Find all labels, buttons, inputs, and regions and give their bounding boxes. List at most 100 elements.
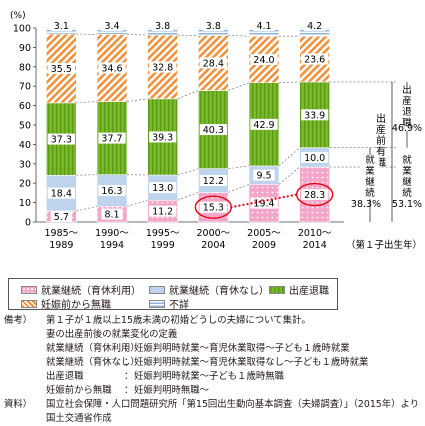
y-tick-label: 50 (19, 121, 31, 132)
notes: 備考） 第１子が１歳以上15歳未満の初婚どうしの夫婦について集計。 妻の出産前後… (4, 314, 422, 426)
y-tick-label: 20 (19, 179, 31, 190)
connector-line (127, 200, 148, 206)
connector-line (279, 167, 300, 184)
annotation-keizoku-inner: 就業継続 (365, 154, 375, 199)
value-label: 3.8 (155, 21, 170, 32)
value-label: 3.1 (54, 21, 69, 32)
legend-label: 就業継続（育休なし） (169, 282, 269, 297)
definition-term: 就業継続（育休利用） (4, 342, 124, 356)
definition-term: 妊娠前から無職 (4, 384, 124, 398)
connector-line (279, 82, 300, 83)
legend-label: 出産退職 (289, 282, 329, 297)
value-label: 37.3 (51, 135, 72, 146)
definition-row: 就業継続（育休利用） ： 妊娠判明時就業〜育児休業取得〜子ども１歳時就業 (4, 342, 422, 356)
annotation-keizoku-outer-value: 53.1% (392, 199, 422, 210)
value-label: 10.0 (304, 153, 325, 164)
definition-row: 妊娠前から無職 ： 妊娠判明時無職〜 (4, 384, 422, 398)
value-label: 11.2 (152, 207, 173, 218)
value-label: 4.1 (256, 21, 271, 32)
x-tick-label: 1985〜 (44, 228, 78, 239)
legend-label: 不詳 (169, 296, 189, 311)
value-label: 9.5 (256, 171, 271, 182)
bikou-text-1: 第１子が１歳以上15歳未満の初婚どうしの夫婦について集計。 (46, 314, 311, 328)
x-tick-label: 2000〜 (196, 228, 230, 239)
x-tick-label: 2004 (201, 240, 225, 251)
connector-line (178, 90, 199, 98)
x-tick-label: 1994 (100, 240, 124, 251)
value-label: 24.0 (253, 55, 274, 66)
legend-item: 就業継続（育休なし） (149, 282, 269, 297)
x-tick-label: 2005〜 (247, 228, 281, 239)
x-tick-label: 2014 (303, 240, 327, 251)
x-axis-label: （第１子出生年） (346, 239, 422, 251)
connector-line (127, 99, 148, 102)
value-label: 37.7 (101, 134, 122, 145)
value-label: 5.7 (54, 212, 69, 223)
note-row: 資料） 国立社会保障・人口問題研究所「第15回出生動向基本調査（夫婦調査）」（2… (4, 398, 422, 412)
value-label: 16.3 (101, 186, 122, 197)
connector-line (76, 175, 97, 176)
value-label: 33.9 (304, 110, 325, 121)
definition-colon: ： (124, 356, 134, 370)
y-tick-label: 10 (19, 198, 31, 209)
legend-item: 出産退職 (269, 282, 329, 297)
x-tick-label: 1990〜 (95, 228, 129, 239)
x-tick-label: 1989 (49, 240, 73, 251)
shiryo-label: 資料） (4, 398, 46, 412)
connector-line (76, 206, 97, 211)
connector-line (127, 34, 148, 35)
legend-item: 就業継続（育休利用） (21, 282, 141, 297)
note-row: 備考） 第１子が１歳以上15歳未満の初婚どうしの夫婦について集計。 (4, 314, 422, 328)
value-label: 32.8 (152, 62, 173, 73)
legend-label: 妊娠前から無職 (41, 296, 111, 311)
connector-line (228, 35, 249, 36)
value-label: 28.3 (304, 190, 325, 201)
value-label: 23.6 (304, 55, 325, 66)
y-tick-label: 70 (19, 82, 31, 93)
shiryo-text-2: 国土交通省作成 (4, 412, 422, 426)
definition-desc: 妊娠判明時就業〜子ども１歳時無職 (134, 370, 284, 384)
legend-item: 妊娠前から無職 (21, 296, 111, 311)
value-label: 3.8 (206, 21, 221, 32)
y-tick-label: 100 (13, 24, 31, 35)
legend-swatch-diagonal (21, 300, 37, 308)
value-label: 34.6 (101, 63, 122, 74)
definition-desc: 妊娠判明時就業〜育児休業取得〜子ども１歳時就業 (134, 342, 350, 356)
x-tick-label: 2010〜 (298, 228, 332, 239)
value-label: 39.3 (152, 132, 173, 143)
value-label: 15.3 (203, 203, 224, 214)
definition-row: 就業継続（育休なし） ： 妊娠判明時就業〜育児休業取得なし〜子ども１歳時就業 (4, 356, 422, 370)
bikou-text-2: 妻の出産前後の就業変化の定義 (4, 328, 422, 342)
connector-line (178, 192, 199, 200)
definition-colon: ： (124, 384, 134, 398)
y-unit-label: (%) (10, 11, 26, 21)
definition-row: 出産退職 ： 妊娠判明時就業〜子ども１歳時無職 (4, 370, 422, 384)
legend-swatch-hstripes (149, 300, 165, 308)
y-tick-label: 80 (19, 62, 31, 73)
x-tick-label: 2009 (252, 240, 276, 251)
connector-line (279, 148, 300, 166)
x-tick-label: 1995〜 (146, 228, 180, 239)
connector-line (228, 184, 249, 192)
y-tick-label: 30 (19, 159, 31, 170)
definition-desc: 妊娠判明時就業〜育児休業取得なし〜子ども１歳時就業 (134, 356, 368, 370)
value-label: 40.3 (203, 125, 224, 136)
value-label: 13.0 (152, 183, 173, 194)
definition-colon: ： (124, 370, 134, 384)
value-label: 18.4 (51, 189, 72, 200)
legend-swatch-vstripes (269, 286, 285, 294)
value-label: 3.4 (104, 21, 119, 32)
legend-item: 不詳 (149, 296, 189, 311)
y-tick-label: 90 (19, 43, 31, 54)
legend-swatch-solid (149, 286, 165, 294)
connector-line (228, 166, 249, 169)
annotation-taishoku-value: 46.9% (392, 123, 422, 134)
value-label: 28.4 (203, 58, 224, 69)
definition-colon: ： (124, 342, 134, 356)
value-label: 42.9 (253, 120, 274, 131)
stacked-bar-chart: (%)01020304050607080901001985〜19891990〜1… (0, 0, 425, 278)
annotation-keizoku-outer: 就業継続 (402, 154, 412, 199)
definition-term: 出産退職 (4, 370, 124, 384)
legend-label: 就業継続（育休利用） (41, 282, 141, 297)
definition-term: 就業継続（育休なし） (4, 356, 124, 370)
